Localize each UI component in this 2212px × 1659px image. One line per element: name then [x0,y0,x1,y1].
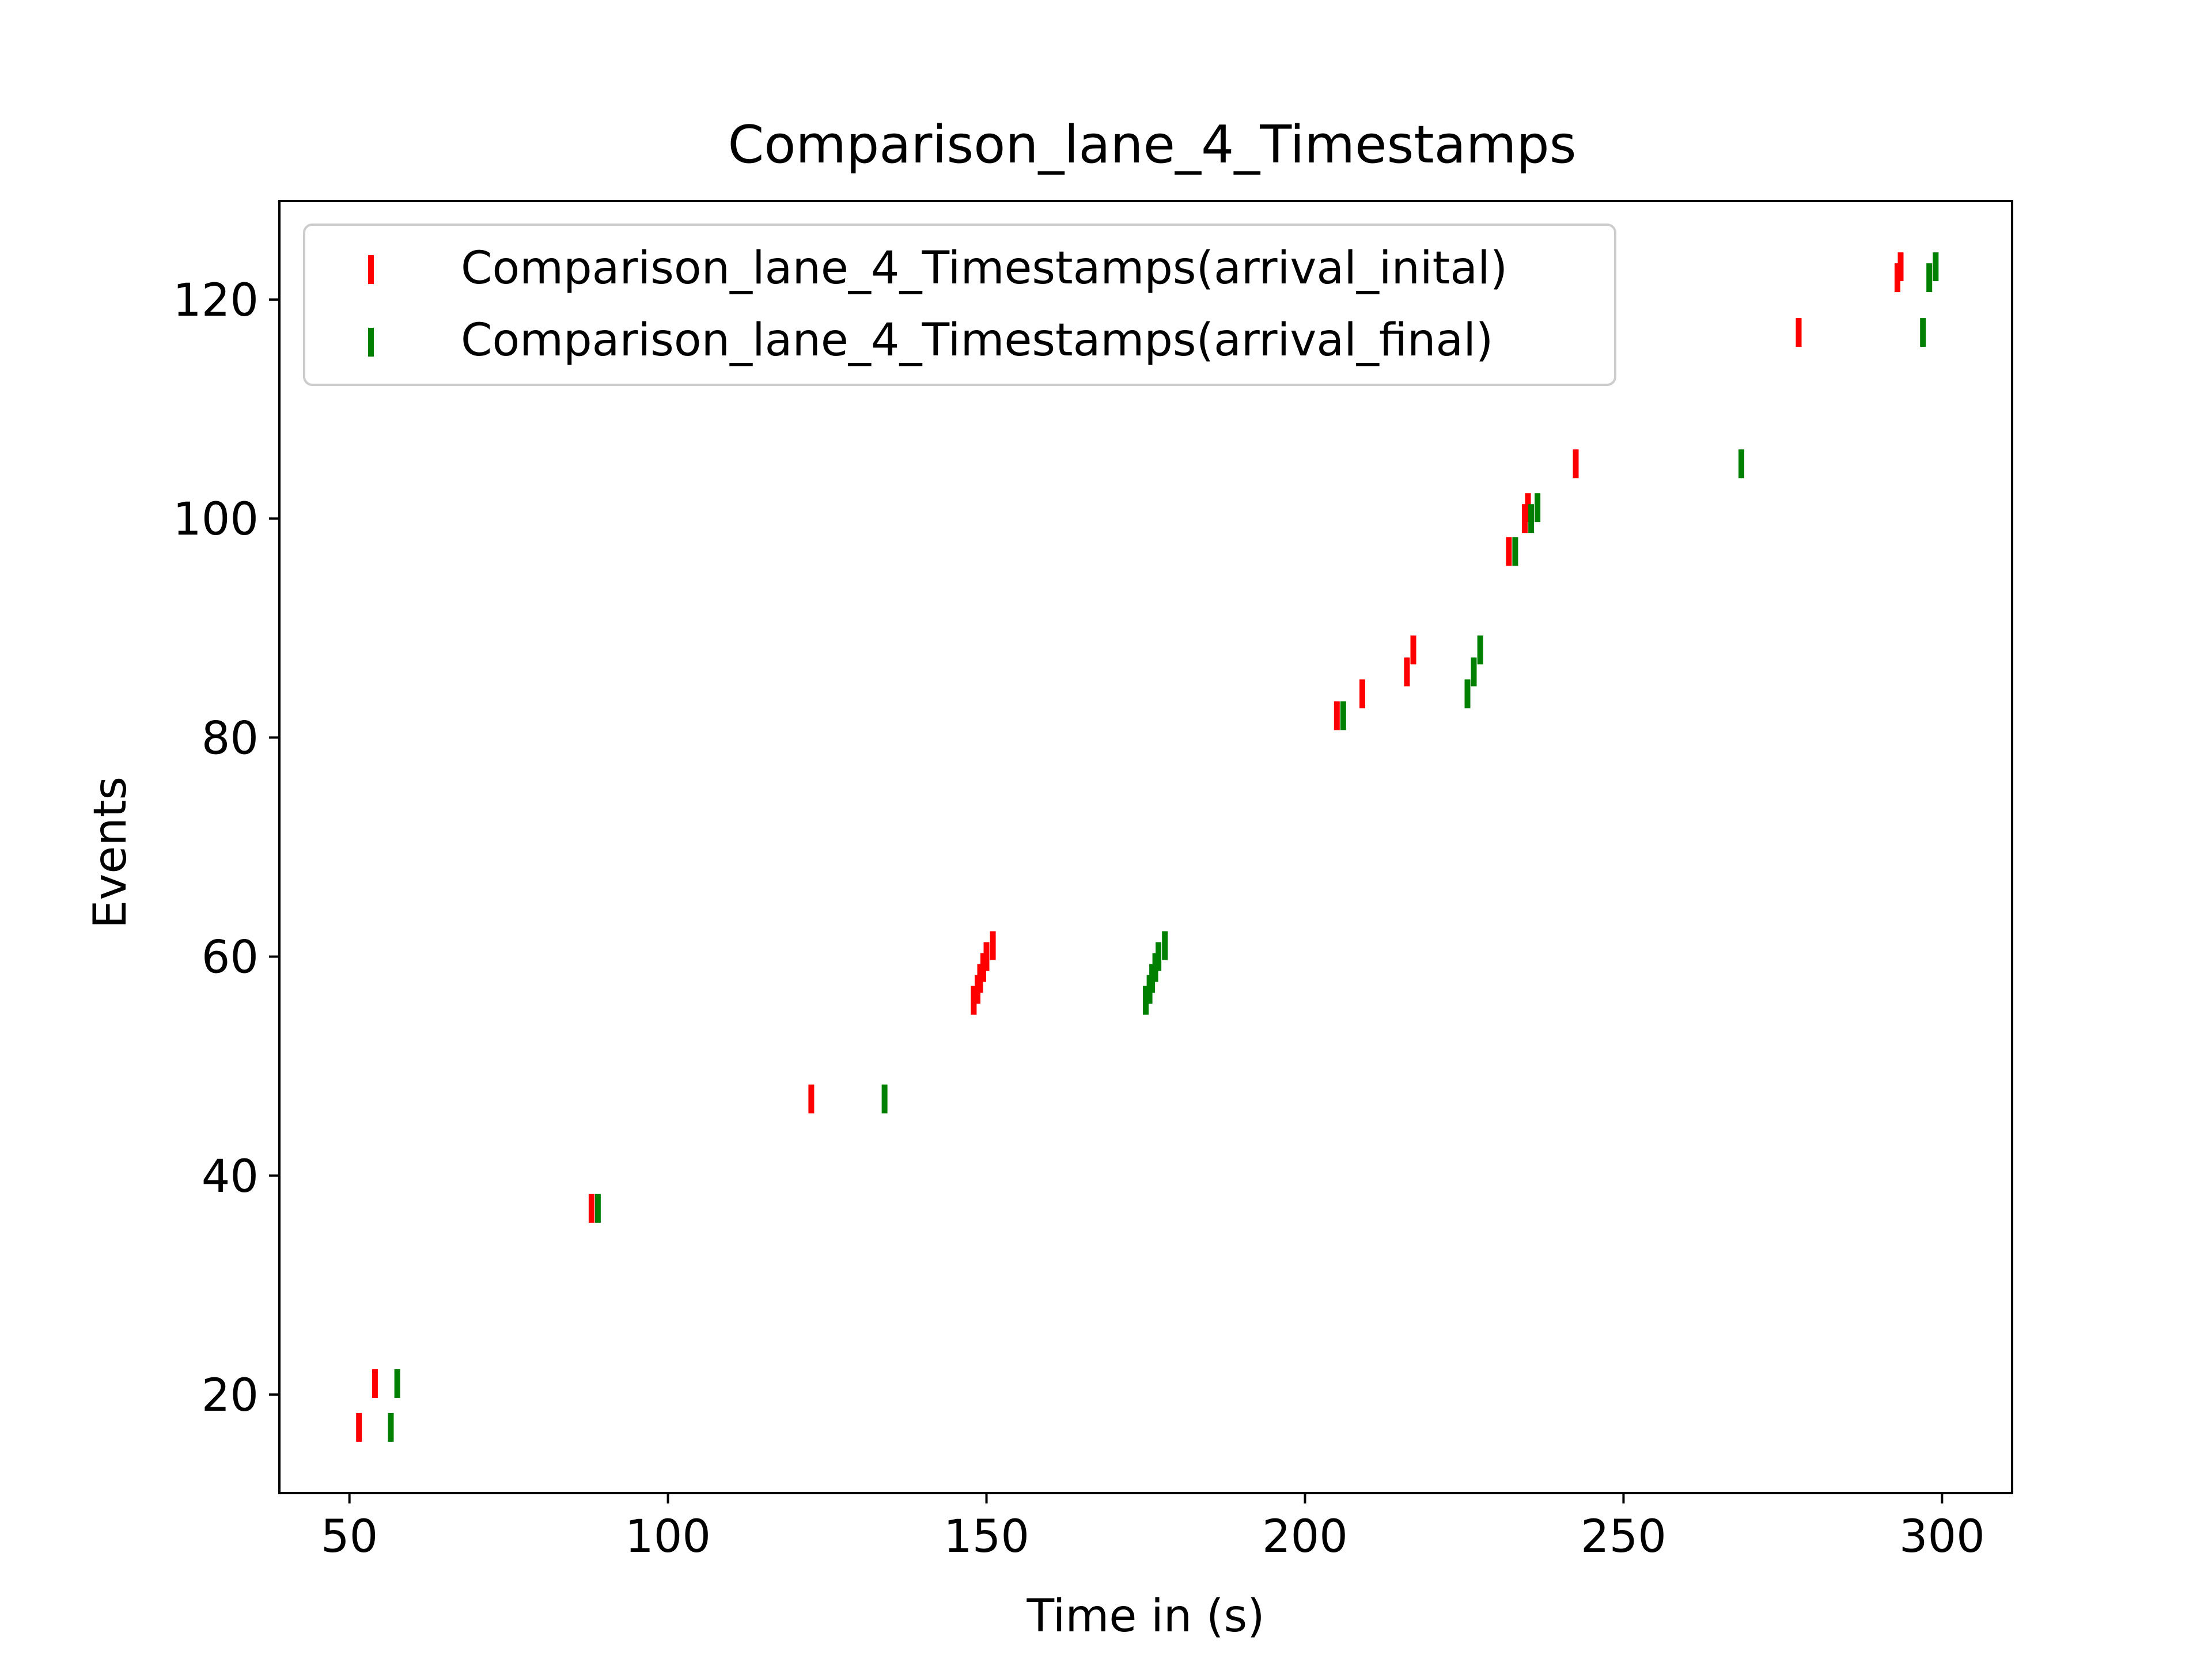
legend-marker-arrival-final [368,328,374,357]
legend-box [303,224,1616,386]
event-mark-series-1-4 [1143,986,1149,1015]
event-mark-series-0-7 [980,953,986,982]
legend-marker-arrival-inital [368,255,374,284]
event-mark-series-0-19 [1894,263,1900,293]
x-axis-ticks: 50 100 150 200 250 300 [321,1493,1985,1563]
y-tick-label-20: 20 [202,1370,259,1422]
event-mark-series-0-18 [1796,318,1802,347]
x-tick-label-200: 200 [1262,1511,1348,1563]
x-tick-label-300: 300 [1899,1511,1985,1563]
event-mark-series-0-4 [971,986,977,1015]
event-mark-series-0-10 [1334,701,1340,730]
event-mark-series-0-12 [1404,657,1410,687]
x-tick-label-50: 50 [321,1511,378,1563]
y-axis-ticks: 20 40 60 80 100 120 [173,275,279,1422]
plot-marks [356,252,1939,1442]
event-mark-series-0-15 [1522,504,1528,533]
event-mark-series-0-6 [977,964,983,993]
event-mark-series-1-7 [1152,953,1158,982]
event-mark-series-0-0 [356,1412,362,1442]
event-mark-series-1-9 [1162,931,1168,960]
event-mark-series-0-9 [990,931,996,960]
event-mark-series-1-10 [1340,701,1346,730]
event-mark-series-1-8 [1156,942,1162,971]
event-mark-series-1-16 [1535,493,1541,522]
event-mark-series-0-17 [1573,449,1579,479]
x-tick-label-100: 100 [625,1511,711,1563]
event-mark-series-1-14 [1512,537,1518,566]
x-tick-label-250: 250 [1581,1511,1666,1563]
event-mark-series-1-1 [394,1369,400,1398]
event-mark-series-1-11 [1464,679,1471,709]
event-mark-series-0-20 [1897,252,1904,282]
event-mark-series-1-17 [1738,449,1744,479]
y-tick-label-80: 80 [202,713,259,764]
y-tick-label-100: 100 [173,494,259,546]
legend-label-arrival-inital: Comparison_lane_4_Timestamps(arrival_ini… [461,243,1508,294]
event-mark-series-0-16 [1525,493,1531,522]
y-tick-label-40: 40 [202,1151,259,1203]
event-mark-series-1-18 [1920,318,1926,347]
chart-title: Comparison_lane_4_Timestamps [728,115,1577,175]
event-mark-series-0-2 [588,1194,594,1223]
event-mark-series-1-2 [594,1194,601,1223]
event-mark-series-1-12 [1471,657,1477,687]
event-mark-series-1-3 [881,1084,888,1113]
event-mark-series-0-8 [983,942,990,971]
event-mark-series-1-20 [1933,252,1939,282]
event-mark-series-0-14 [1506,537,1512,566]
x-tick-label-150: 150 [944,1511,1029,1563]
event-mark-series-0-13 [1410,635,1416,665]
plot-area-frame [278,200,2013,1494]
y-axis-label: Events [85,777,137,929]
y-tick-label-60: 60 [202,932,259,984]
event-mark-series-1-0 [388,1412,394,1442]
event-mark-series-0-11 [1359,679,1365,709]
event-mark-series-1-6 [1149,964,1156,993]
event-mark-series-0-3 [808,1084,815,1113]
event-mark-series-1-13 [1477,635,1483,665]
legend-label-arrival-final: Comparison_lane_4_Timestamps(arrival_fin… [461,315,1493,366]
x-axis-label: Time in (s) [1026,1590,1264,1642]
legend: Comparison_lane_4_Timestamps(arrival_ini… [303,224,1616,386]
y-tick-label-120: 120 [173,275,259,327]
event-mark-series-1-15 [1528,504,1535,533]
event-mark-series-1-19 [1926,263,1933,293]
event-mark-series-0-1 [372,1369,378,1398]
